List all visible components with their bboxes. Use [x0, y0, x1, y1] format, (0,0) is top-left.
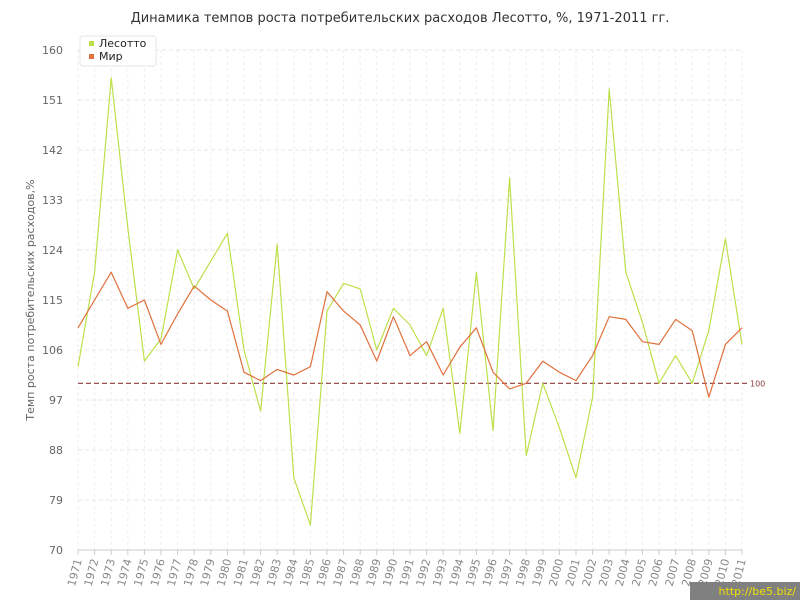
y-tick-label: 88	[49, 444, 63, 457]
y-tick-label: 79	[49, 494, 63, 507]
y-tick-label: 142	[42, 144, 63, 157]
y-tick-label: 115	[42, 294, 63, 307]
series-line-1	[77, 77, 743, 526]
legend-swatch-2	[89, 54, 94, 59]
legend-box	[79, 35, 157, 67]
y-tick-label: 133	[42, 194, 63, 207]
chart-title: Динамика темпов роста потребительских ра…	[131, 11, 670, 26]
y-tick-label: 106	[42, 344, 63, 357]
y-tick-label: 70	[49, 544, 63, 557]
legend-swatch-1	[89, 41, 94, 46]
y-tick-label: 124	[42, 244, 63, 257]
axes: 7079889710611512413314215116019711972197…	[42, 44, 749, 588]
y-tick-label: 97	[49, 394, 63, 407]
legend-label-2: Мир	[99, 50, 123, 63]
series-line-2	[77, 271, 743, 398]
grid	[77, 49, 743, 551]
watermark[interactable]: http://be5.biz/	[718, 585, 796, 598]
series-group	[77, 77, 743, 526]
y-tick-label: 151	[42, 94, 63, 107]
reference-line-group: 100	[78, 379, 765, 388]
watermark-background	[690, 582, 800, 600]
reference-line-label: 100	[750, 379, 765, 388]
y-axis-label: Темп роста потребительских расходов,%	[24, 179, 37, 421]
y-tick-label: 160	[42, 44, 63, 57]
legend-label-1: Лесотто	[99, 37, 147, 50]
